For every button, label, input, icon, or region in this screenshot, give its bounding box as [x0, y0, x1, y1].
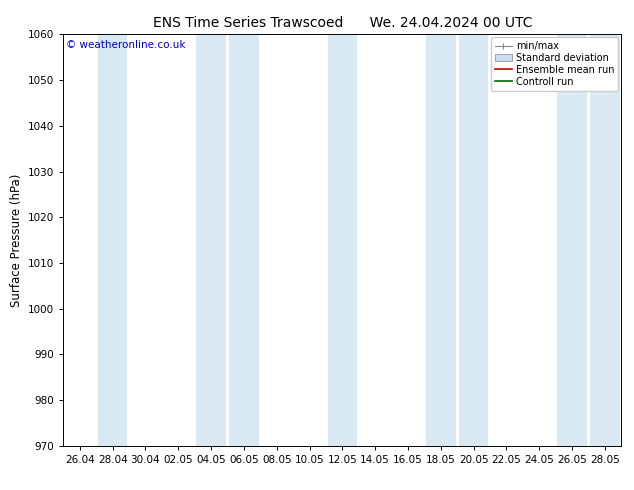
Bar: [426, 34, 456, 446]
Bar: [197, 34, 226, 446]
Bar: [98, 34, 127, 446]
Legend: min/max, Standard deviation, Ensemble mean run, Controll run: min/max, Standard deviation, Ensemble me…: [491, 37, 618, 91]
Text: © weatheronline.co.uk: © weatheronline.co.uk: [66, 41, 186, 50]
Bar: [590, 34, 619, 446]
Bar: [459, 34, 488, 446]
Bar: [328, 34, 357, 446]
Bar: [229, 34, 259, 446]
Title: ENS Time Series Trawscoed      We. 24.04.2024 00 UTC: ENS Time Series Trawscoed We. 24.04.2024…: [153, 16, 532, 30]
Bar: [557, 34, 587, 446]
Y-axis label: Surface Pressure (hPa): Surface Pressure (hPa): [10, 173, 23, 307]
